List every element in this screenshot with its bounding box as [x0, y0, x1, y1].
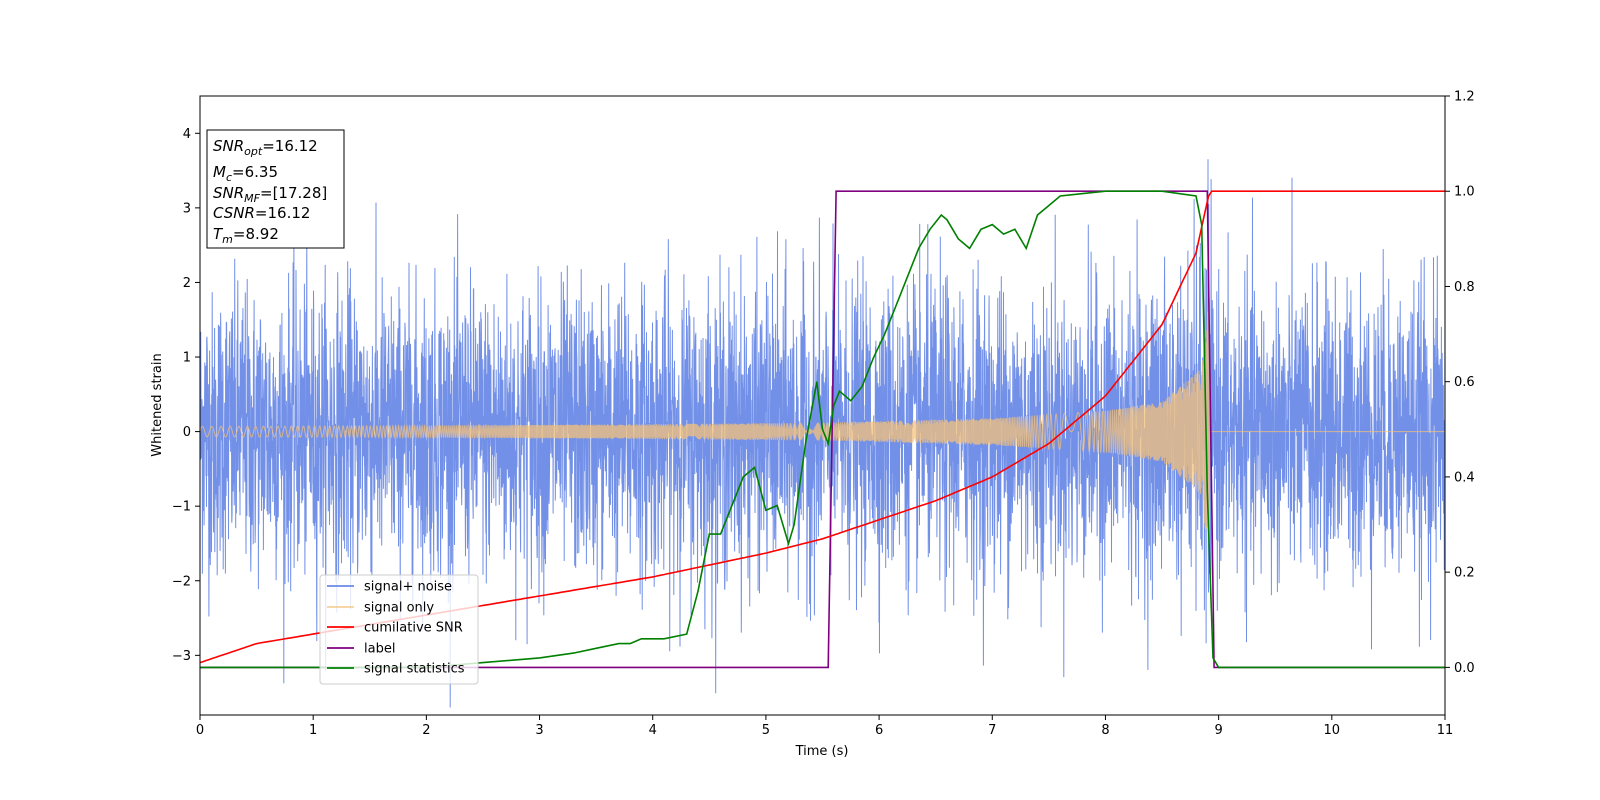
info-line: SNRopt=16.12 [213, 137, 318, 158]
y-right-tick-label: 0.2 [1454, 566, 1475, 581]
info-line: SNRMF=[17.28] [213, 184, 327, 205]
x-tick-label: 2 [422, 723, 430, 738]
x-tick-label: 10 [1324, 723, 1341, 738]
legend-label: cumilative SNR [364, 621, 463, 636]
y-axis-left: −3 −2 −1 0 1 2 3 4 [172, 127, 200, 664]
y-axis-right: 0.0 0.2 0.4 0.6 0.8 1.0 1.2 [1445, 90, 1475, 676]
noise-series [199, 159, 1446, 708]
legend-frame [319, 574, 479, 685]
legend-label: signal+ noise [364, 580, 452, 595]
y-left-tick-label: 3 [183, 201, 191, 216]
y-left-tick-label: −2 [172, 574, 191, 589]
x-tick-label: 9 [1214, 723, 1222, 738]
signal-noise-line [199, 159, 1446, 708]
y-left-tick-label: −1 [172, 500, 191, 515]
y-left-tick-label: 1 [183, 351, 191, 366]
y-left-tick-label: −3 [172, 649, 191, 664]
legend-label: signal statistics [364, 662, 465, 677]
y-left-tick-label: 4 [183, 127, 191, 142]
x-tick-label: 3 [535, 723, 543, 738]
y-axis-label: Whitened strain [150, 353, 165, 456]
x-axis-label: Time (s) [795, 744, 849, 759]
y-right-tick-label: 0.0 [1454, 661, 1475, 676]
legend-label: label [364, 642, 395, 657]
x-tick-label: 5 [762, 723, 770, 738]
x-axis: 0 1 2 3 4 5 6 7 8 9 10 11 [196, 715, 1453, 738]
y-right-tick-label: 0.4 [1454, 470, 1475, 485]
y-right-tick-label: 0.8 [1454, 280, 1475, 295]
x-tick-label: 7 [988, 723, 996, 738]
legend: signal+ noise signal only cumilative SNR la… [319, 574, 479, 685]
x-tick-label: 8 [1101, 723, 1109, 738]
x-tick-label: 6 [875, 723, 883, 738]
x-tick-label: 1 [309, 723, 317, 738]
y-right-tick-label: 0.6 [1454, 375, 1475, 390]
info-line: Mc=6.35 [213, 163, 278, 184]
y-right-tick-label: 1.2 [1454, 90, 1475, 105]
plot-frame [199, 95, 1446, 716]
info-box-frame [206, 129, 345, 249]
info-box: SNRopt=16.12 Mc=6.35SNRMF=[17.28]CSNR=16.… [206, 129, 345, 249]
legend-label: signal only [364, 601, 434, 616]
y-left-tick-label: 2 [183, 276, 191, 291]
info-line: Tm=8.92 [213, 225, 279, 246]
x-tick-label: 4 [649, 723, 657, 738]
x-tick-label: 11 [1437, 723, 1454, 738]
y-right-tick-label: 1.0 [1454, 185, 1475, 200]
y-left-tick-label: 0 [183, 425, 191, 440]
info-line: CSNR=16.12 [213, 204, 310, 222]
x-tick-label: 0 [196, 723, 204, 738]
signal-statistics-line [200, 190, 1445, 669]
